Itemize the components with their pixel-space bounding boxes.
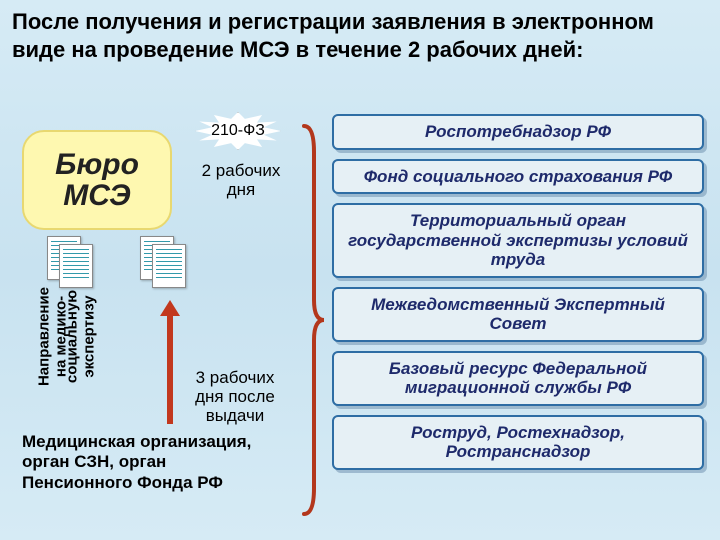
org-box: Фонд социального страхования РФ — [332, 159, 704, 195]
org-box: Территориальный орган государственной эк… — [332, 203, 704, 278]
org-box: Межведомственный Экспертный Совет — [332, 287, 704, 342]
curly-brace-icon — [296, 122, 326, 518]
bureau-box: Бюро МСЭ — [22, 130, 172, 230]
three-days-label: 3 рабочих дня после выдачи — [180, 368, 290, 425]
two-days-label: 2 рабочих дня — [196, 162, 286, 199]
arrow-up-icon — [160, 300, 180, 316]
doc-sheet — [152, 244, 186, 288]
med-org-label: Медицинская организация, орган СЗН, орга… — [22, 432, 262, 493]
page-title: После получения и регистрации заявления … — [12, 8, 708, 63]
doc-stack-right — [140, 236, 192, 294]
law-badge-label: 210-ФЗ — [211, 122, 265, 140]
org-box: Базовый ресурс Федеральной миграционной … — [332, 351, 704, 406]
org-box: Роструд, Ростехнадзор, Ространснадзор — [332, 415, 704, 470]
org-list: Роспотребнадзор РФ Фонд социального стра… — [332, 114, 704, 470]
org-box: Роспотребнадзор РФ — [332, 114, 704, 150]
law-badge: 210-ФЗ — [195, 112, 281, 150]
vertical-label-2: социальную экспертизу — [65, 242, 98, 432]
